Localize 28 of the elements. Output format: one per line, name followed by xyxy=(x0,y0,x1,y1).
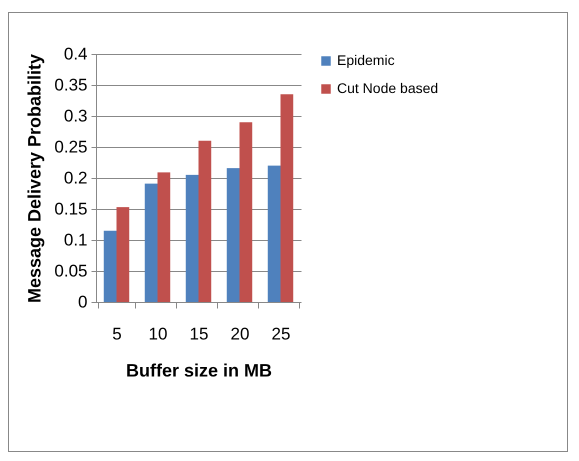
bar xyxy=(280,94,294,302)
bar xyxy=(226,168,240,302)
bar xyxy=(268,166,280,302)
bar xyxy=(144,184,158,302)
y-tick-label: 0.4 xyxy=(64,44,88,64)
y-tick-label: 0.1 xyxy=(64,230,88,250)
x-axis-title: Buffer size in MB xyxy=(126,360,272,380)
bar xyxy=(104,230,116,302)
y-tick-label: 0.25 xyxy=(54,138,88,156)
bar xyxy=(240,122,252,302)
x-tick-label: 5 xyxy=(112,324,122,344)
x-tick-label: 25 xyxy=(272,324,290,344)
y-tick-label: 0.05 xyxy=(54,262,88,280)
x-tick-label: 20 xyxy=(230,324,250,344)
legend-label: Epidemic xyxy=(337,52,395,68)
y-tick-label: 0 xyxy=(78,292,88,312)
bar xyxy=(186,174,198,302)
y-tick-label: 0.15 xyxy=(54,200,88,218)
y-tick-label: 0.3 xyxy=(64,106,88,126)
x-tick-label: 15 xyxy=(190,324,208,344)
bar xyxy=(116,207,130,302)
y-axis-title: Message Delivery Probability xyxy=(24,54,44,304)
legend-label: Cut Node based xyxy=(337,80,438,96)
bar xyxy=(158,172,170,302)
bar xyxy=(198,140,212,302)
x-tick-label: 10 xyxy=(148,324,168,344)
y-tick-label: 0.2 xyxy=(64,168,88,188)
y-tick-label: 0.35 xyxy=(54,76,88,94)
